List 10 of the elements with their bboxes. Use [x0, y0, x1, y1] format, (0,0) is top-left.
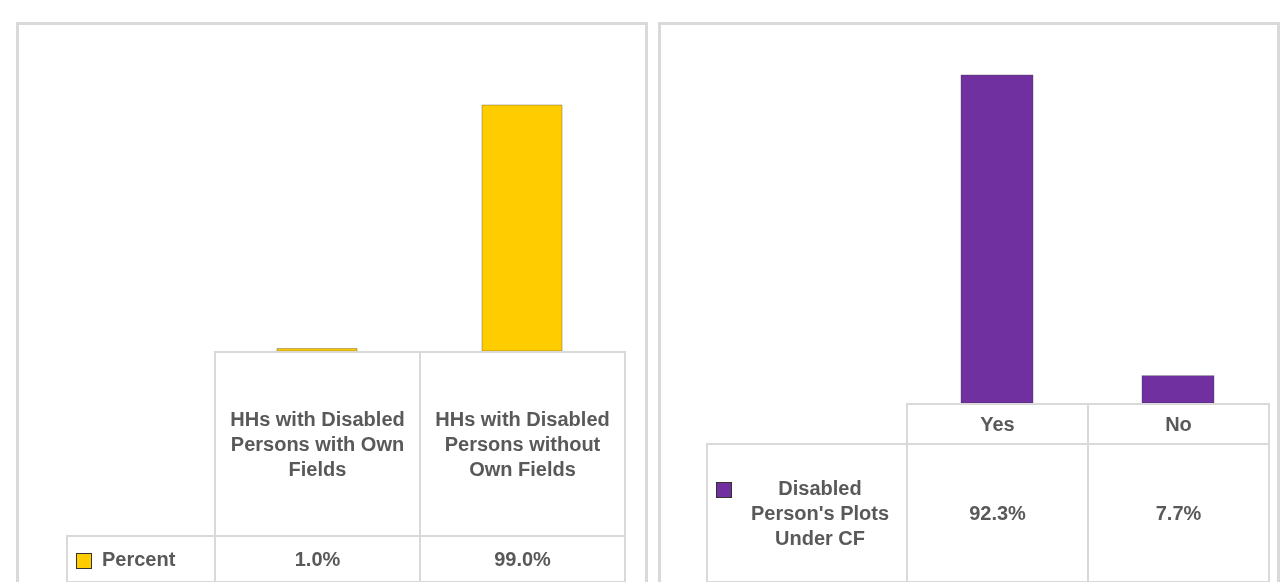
data-label: 99.0% — [420, 536, 625, 582]
legend-label: Disabled Person's Plots Under CF — [749, 475, 891, 551]
x-tick-label: HHs with Disabled Persons with Own Fields — [215, 352, 420, 536]
data-label: 1.0% — [215, 536, 420, 582]
data-label: 7.7% — [1088, 444, 1269, 582]
data-label: 92.3% — [907, 444, 1088, 582]
legend-label: Percent — [102, 546, 177, 572]
x-tick-label: Yes — [907, 404, 1088, 444]
x-tick-label: HHs with Disabled Persons without Own Fields — [420, 352, 625, 536]
x-tick-label: No — [1088, 404, 1269, 444]
